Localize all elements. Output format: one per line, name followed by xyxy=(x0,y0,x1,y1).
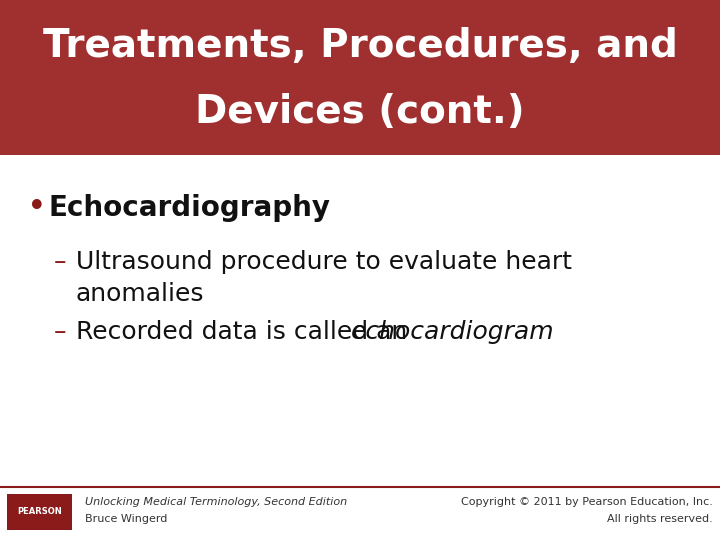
Bar xyxy=(7,494,72,530)
Text: Unlocking Medical Terminology, Second Edition: Unlocking Medical Terminology, Second Ed… xyxy=(85,497,347,507)
Text: Treatments, Procedures, and: Treatments, Procedures, and xyxy=(42,28,678,65)
Text: Echocardiography: Echocardiography xyxy=(49,194,331,222)
Text: echocardiogram: echocardiogram xyxy=(351,320,554,344)
Text: All rights reserved.: All rights reserved. xyxy=(607,515,713,524)
Text: –: – xyxy=(54,320,66,344)
Text: PEARSON: PEARSON xyxy=(17,508,62,516)
Text: anomalies: anomalies xyxy=(76,282,204,306)
Text: Bruce Wingerd: Bruce Wingerd xyxy=(85,515,167,524)
Text: Ultrasound procedure to evaluate heart: Ultrasound procedure to evaluate heart xyxy=(76,250,572,274)
Text: –: – xyxy=(54,250,66,274)
Text: •: • xyxy=(27,191,47,225)
Text: Copyright © 2011 by Pearson Education, Inc.: Copyright © 2011 by Pearson Education, I… xyxy=(461,497,713,507)
Text: Recorded data is called an: Recorded data is called an xyxy=(76,320,415,344)
Text: Devices (cont.): Devices (cont.) xyxy=(195,92,525,131)
Bar xyxy=(0,0,720,155)
